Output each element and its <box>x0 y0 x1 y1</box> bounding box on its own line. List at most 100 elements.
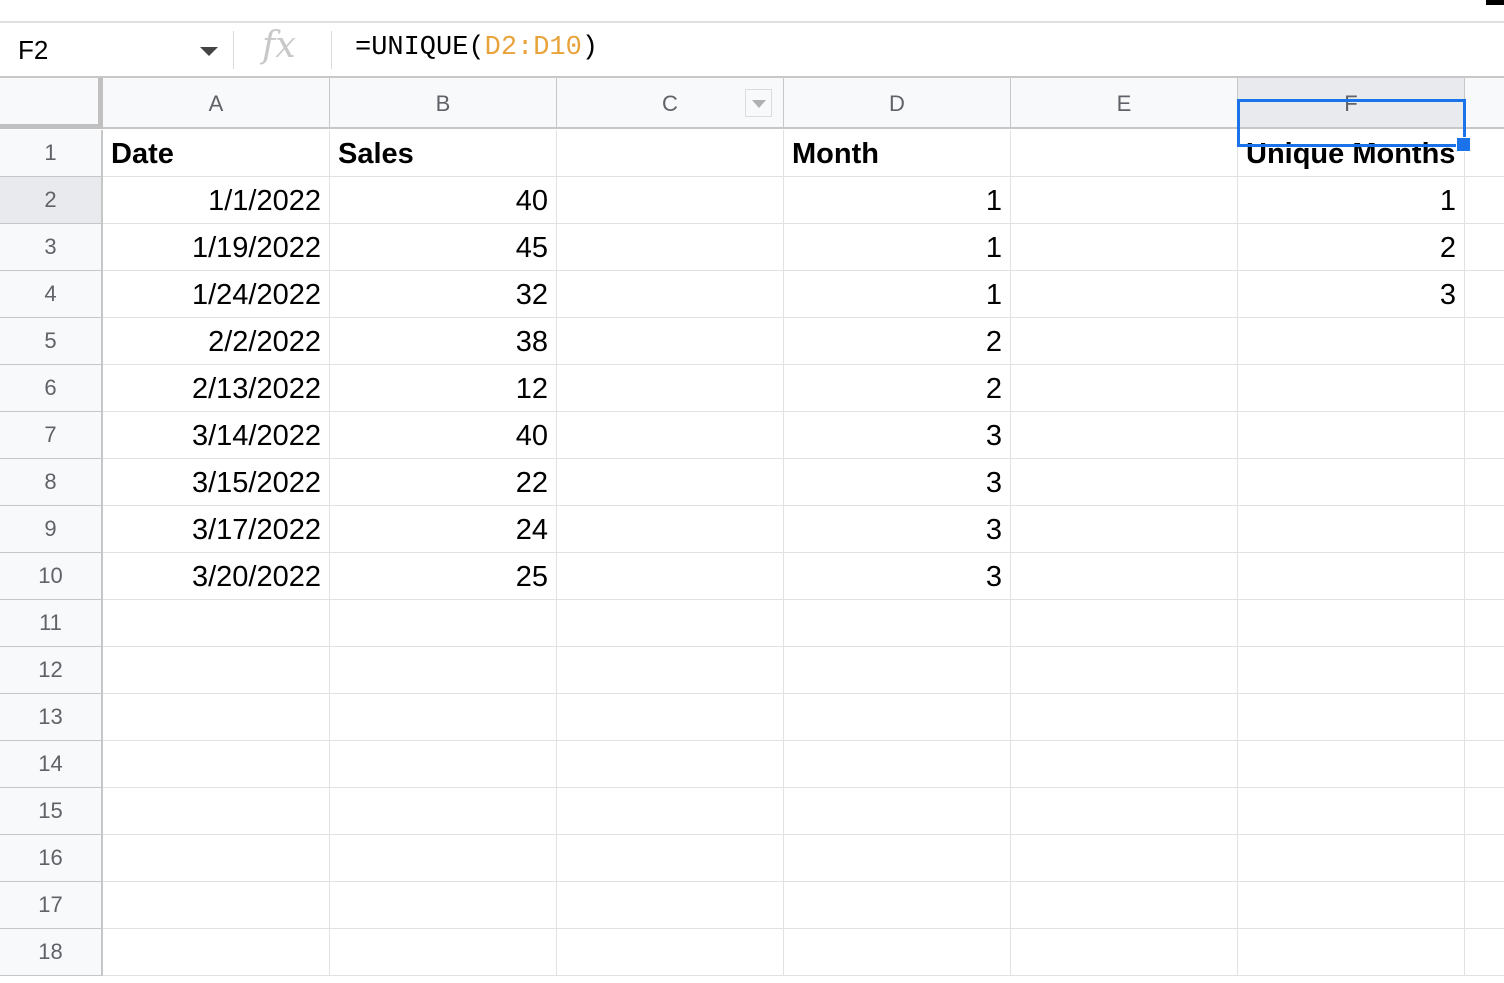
cell-g13[interactable] <box>1465 694 1504 741</box>
cell-f10[interactable] <box>1238 553 1465 600</box>
cell-c17[interactable] <box>557 882 784 929</box>
cell-f4[interactable]: 3 <box>1238 271 1465 318</box>
cell-g9[interactable] <box>1465 506 1504 553</box>
cell-g7[interactable] <box>1465 412 1504 459</box>
select-all-corner[interactable] <box>0 78 103 129</box>
name-box-dropdown-icon[interactable] <box>200 47 218 56</box>
cell-c1[interactable] <box>557 130 784 177</box>
cell-e6[interactable] <box>1011 365 1238 412</box>
cell-a16[interactable] <box>103 835 330 882</box>
cell-b10[interactable]: 25 <box>330 553 557 600</box>
row-header-6[interactable]: 6 <box>0 365 103 412</box>
cell-d13[interactable] <box>784 694 1011 741</box>
row-header-9[interactable]: 9 <box>0 506 103 553</box>
cell-g17[interactable] <box>1465 882 1504 929</box>
row-header-2[interactable]: 2 <box>0 177 103 224</box>
cell-d18[interactable] <box>784 929 1011 976</box>
cell-e16[interactable] <box>1011 835 1238 882</box>
cell-d11[interactable] <box>784 600 1011 647</box>
cell-d6[interactable]: 2 <box>784 365 1011 412</box>
cell-c10[interactable] <box>557 553 784 600</box>
row-header-1[interactable]: 1 <box>0 130 103 177</box>
cell-g11[interactable] <box>1465 600 1504 647</box>
cell-e7[interactable] <box>1011 412 1238 459</box>
cell-c9[interactable] <box>557 506 784 553</box>
cell-d4[interactable]: 1 <box>784 271 1011 318</box>
cell-f8[interactable] <box>1238 459 1465 506</box>
cell-g5[interactable] <box>1465 318 1504 365</box>
row-header-11[interactable]: 11 <box>0 600 103 647</box>
cell-a8[interactable]: 3/15/2022 <box>103 459 330 506</box>
cell-f11[interactable] <box>1238 600 1465 647</box>
cell-a15[interactable] <box>103 788 330 835</box>
cell-g3[interactable] <box>1465 224 1504 271</box>
row-header-5[interactable]: 5 <box>0 318 103 365</box>
cell-d3[interactable]: 1 <box>784 224 1011 271</box>
row-header-14[interactable]: 14 <box>0 741 103 788</box>
cell-g14[interactable] <box>1465 741 1504 788</box>
cell-d15[interactable] <box>784 788 1011 835</box>
cell-f1[interactable]: Unique Months <box>1238 130 1465 177</box>
cell-g18[interactable] <box>1465 929 1504 976</box>
cell-a3[interactable]: 1/19/2022 <box>103 224 330 271</box>
cell-b9[interactable]: 24 <box>330 506 557 553</box>
cell-c16[interactable] <box>557 835 784 882</box>
row-header-17[interactable]: 17 <box>0 882 103 929</box>
fill-handle[interactable] <box>1456 137 1471 152</box>
column-header-f[interactable]: F <box>1238 78 1465 129</box>
column-header-g[interactable] <box>1465 78 1504 129</box>
cell-d10[interactable]: 3 <box>784 553 1011 600</box>
cell-e4[interactable] <box>1011 271 1238 318</box>
cell-e5[interactable] <box>1011 318 1238 365</box>
row-header-3[interactable]: 3 <box>0 224 103 271</box>
cell-e15[interactable] <box>1011 788 1238 835</box>
cell-b14[interactable] <box>330 741 557 788</box>
cell-a7[interactable]: 3/14/2022 <box>103 412 330 459</box>
cell-f2[interactable]: 1 <box>1238 177 1465 224</box>
cell-a18[interactable] <box>103 929 330 976</box>
cell-c4[interactable] <box>557 271 784 318</box>
cell-f18[interactable] <box>1238 929 1465 976</box>
row-header-7[interactable]: 7 <box>0 412 103 459</box>
row-header-15[interactable]: 15 <box>0 788 103 835</box>
cell-b5[interactable]: 38 <box>330 318 557 365</box>
cell-b1[interactable]: Sales <box>330 130 557 177</box>
cell-b17[interactable] <box>330 882 557 929</box>
cell-b11[interactable] <box>330 600 557 647</box>
cell-e2[interactable] <box>1011 177 1238 224</box>
cell-c7[interactable] <box>557 412 784 459</box>
row-header-4[interactable]: 4 <box>0 271 103 318</box>
row-header-16[interactable]: 16 <box>0 835 103 882</box>
cell-a9[interactable]: 3/17/2022 <box>103 506 330 553</box>
cell-d8[interactable]: 3 <box>784 459 1011 506</box>
row-header-13[interactable]: 13 <box>0 694 103 741</box>
cell-e3[interactable] <box>1011 224 1238 271</box>
cell-g10[interactable] <box>1465 553 1504 600</box>
cell-e1[interactable] <box>1011 130 1238 177</box>
cell-a13[interactable] <box>103 694 330 741</box>
cell-b4[interactable]: 32 <box>330 271 557 318</box>
cell-g8[interactable] <box>1465 459 1504 506</box>
cell-e13[interactable] <box>1011 694 1238 741</box>
cell-e8[interactable] <box>1011 459 1238 506</box>
column-header-a[interactable]: A <box>103 78 330 129</box>
cell-f16[interactable] <box>1238 835 1465 882</box>
cell-f3[interactable]: 2 <box>1238 224 1465 271</box>
cell-d17[interactable] <box>784 882 1011 929</box>
cell-f13[interactable] <box>1238 694 1465 741</box>
cell-f15[interactable] <box>1238 788 1465 835</box>
cell-f9[interactable] <box>1238 506 1465 553</box>
cell-b3[interactable]: 45 <box>330 224 557 271</box>
cell-e9[interactable] <box>1011 506 1238 553</box>
cell-d7[interactable]: 3 <box>784 412 1011 459</box>
formula-input[interactable]: =UNIQUE(D2:D10) <box>355 33 598 63</box>
column-header-d[interactable]: D <box>784 78 1011 129</box>
cell-f17[interactable] <box>1238 882 1465 929</box>
cell-b7[interactable]: 40 <box>330 412 557 459</box>
cell-b18[interactable] <box>330 929 557 976</box>
row-header-18[interactable]: 18 <box>0 929 103 976</box>
cell-g16[interactable] <box>1465 835 1504 882</box>
cell-c2[interactable] <box>557 177 784 224</box>
cell-a10[interactable]: 3/20/2022 <box>103 553 330 600</box>
cell-e11[interactable] <box>1011 600 1238 647</box>
